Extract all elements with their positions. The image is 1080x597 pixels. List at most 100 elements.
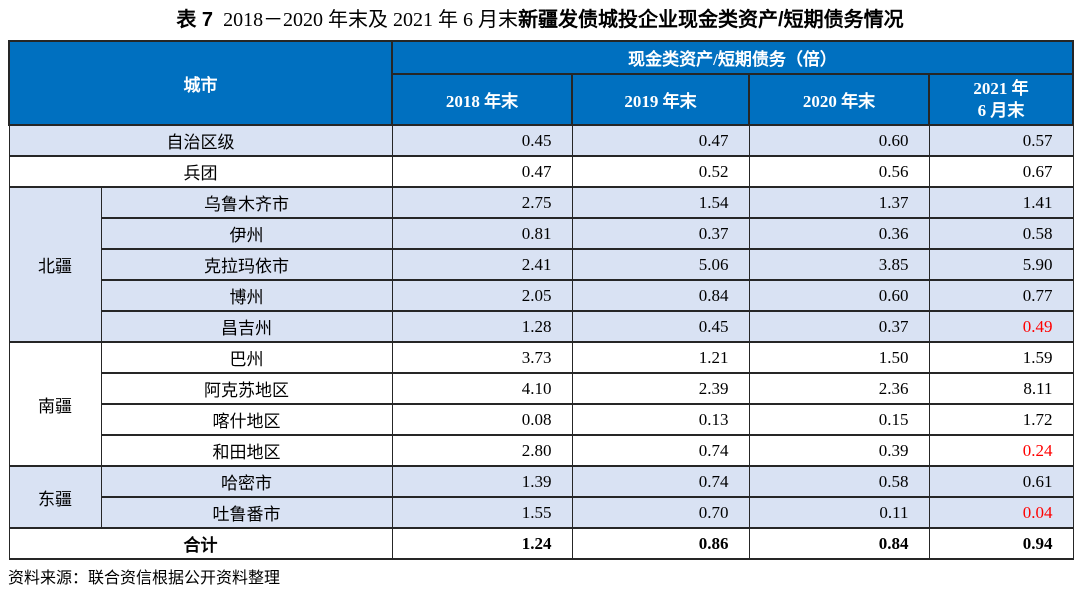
value-cell: 0.11: [748, 496, 930, 529]
data-table-container: 城市 现金类资产/短期债务（倍） 2018 年末 2019 年末 2020 年末…: [8, 40, 1075, 560]
table-header: 城市 现金类资产/短期债务（倍） 2018 年末 2019 年末 2020 年末…: [8, 40, 1075, 126]
table-row: 克拉玛依市 2.41 5.06 3.85 5.90: [9, 248, 1074, 281]
table-row: 博州 2.05 0.84 0.60 0.77: [9, 279, 1074, 312]
value-cell: 0.37: [571, 217, 750, 250]
value-cell: 1.21: [571, 341, 750, 374]
value-cell: 0.74: [571, 434, 750, 467]
value-cell: 0.60: [748, 124, 930, 157]
value-cell: 5.90: [928, 248, 1074, 281]
table-row: 北疆 乌鲁木齐市 2.75 1.54 1.37 1.41: [8, 186, 1074, 343]
value-cell: 0.47: [571, 124, 750, 157]
value-cell: 0.61: [928, 465, 1074, 498]
value-cell: 1.59: [928, 341, 1074, 374]
cash-to-short-debt-table: 城市 现金类资产/短期债务（倍） 2018 年末 2019 年末 2020 年末…: [8, 40, 1075, 560]
value-cell: 1.28: [391, 310, 573, 343]
value-cell: 5.06: [571, 248, 750, 281]
value-cell: 2.05: [391, 279, 573, 312]
header-metric: 现金类资产/短期债务（倍）: [390, 40, 1075, 75]
header-period-2021h1: 2021 年 6 月末: [927, 73, 1075, 126]
value-cell: 0.08: [391, 403, 573, 436]
value-cell-alert: 0.24: [928, 434, 1074, 467]
header-period-2019: 2019 年末: [571, 73, 750, 126]
value-cell: 0.37: [748, 310, 930, 343]
value-cell: 0.74: [571, 465, 750, 498]
value-cell-alert: 0.04: [928, 496, 1074, 529]
region-group-cell: 北疆: [8, 186, 102, 343]
table-title-subject: 新疆发债城投企业现金类资产/短期债务情况: [518, 9, 904, 31]
value-cell: 0.52: [571, 155, 750, 188]
value-cell: 0.36: [748, 217, 930, 250]
value-cell: 0.77: [928, 279, 1074, 312]
table-row: 南疆 巴州 3.73 1.21 1.50 1.59: [8, 341, 1074, 467]
header-city: 城市: [8, 40, 393, 126]
value-cell: 0.67: [928, 155, 1074, 188]
table-row: 和田地区 2.80 0.74 0.39 0.24: [9, 434, 1074, 467]
city-cell: 哈密市: [100, 465, 393, 498]
table-title: 表 7 2018－2020 年末及 2021 年 6 月末新疆发债城投企业现金类资…: [0, 7, 1080, 33]
table-title-number: 表 7: [176, 9, 214, 31]
value-cell: 0.58: [748, 465, 930, 498]
region-group-cell: 南疆: [8, 341, 102, 467]
table-row: 阿克苏地区 4.10 2.39 2.36 8.11: [9, 372, 1074, 405]
value-cell: 2.39: [571, 372, 750, 405]
value-cell: 0.13: [571, 403, 750, 436]
value-cell: 1.41: [928, 186, 1074, 219]
city-cell: 兵团: [8, 155, 393, 188]
city-cell: 伊州: [100, 217, 393, 250]
value-cell-alert: 0.49: [928, 310, 1074, 343]
value-cell: 0.15: [748, 403, 930, 436]
value-cell: 3.73: [391, 341, 573, 374]
table-row: 吐鲁番市 1.55 0.70 0.11 0.04: [9, 496, 1074, 529]
table-body: 自治区级 0.45 0.47 0.60 0.57 兵团 0.47 0.52 0.…: [8, 124, 1074, 560]
city-cell: 乌鲁木齐市: [100, 186, 393, 219]
city-cell: 喀什地区: [100, 403, 393, 436]
value-cell: 0.84: [571, 279, 750, 312]
value-cell: 0.45: [571, 310, 750, 343]
value-cell: 1.37: [748, 186, 930, 219]
city-cell: 巴州: [100, 341, 393, 374]
value-cell: 3.85: [748, 248, 930, 281]
value-cell: 1.55: [391, 496, 573, 529]
value-cell: 1.50: [748, 341, 930, 374]
source-note: 资料来源：联合资信根据公开资料整理: [8, 570, 281, 587]
total-value-cell: 0.86: [571, 527, 750, 560]
total-label-cell: 合计: [8, 527, 393, 560]
table-row: 兵团 0.47 0.52 0.56 0.67: [8, 155, 1074, 188]
value-cell: 0.39: [748, 434, 930, 467]
value-cell: 2.41: [391, 248, 573, 281]
city-cell: 博州: [100, 279, 393, 312]
table-title-period: 2018－2020 年末及 2021 年 6 月末: [223, 9, 519, 31]
value-cell: 2.36: [748, 372, 930, 405]
value-cell: 2.75: [391, 186, 573, 219]
value-cell: 1.39: [391, 465, 573, 498]
value-cell: 0.60: [748, 279, 930, 312]
value-cell: 2.80: [391, 434, 573, 467]
table-row: 昌吉州 1.28 0.45 0.37 0.49: [9, 310, 1074, 343]
total-value-cell: 0.84: [748, 527, 930, 560]
value-cell: 1.72: [928, 403, 1074, 436]
value-cell: 4.10: [391, 372, 573, 405]
table-row: 伊州 0.81 0.37 0.36 0.58: [9, 217, 1074, 250]
city-cell: 阿克苏地区: [100, 372, 393, 405]
value-cell: 0.58: [928, 217, 1074, 250]
value-cell: 0.70: [571, 496, 750, 529]
total-value-cell: 0.94: [928, 527, 1074, 560]
header-period-2020: 2020 年末: [748, 73, 930, 126]
header-row-2: 2018 年末 2019 年末 2020 年末 2021 年 6 月末: [9, 73, 1075, 126]
header-period-2018: 2018 年末: [391, 73, 573, 126]
value-cell: 0.47: [391, 155, 573, 188]
value-cell: 0.81: [391, 217, 573, 250]
total-value-cell: 1.24: [391, 527, 573, 560]
value-cell: 0.57: [928, 124, 1074, 157]
value-cell: 8.11: [928, 372, 1074, 405]
city-cell: 克拉玛依市: [100, 248, 393, 281]
city-cell: 和田地区: [100, 434, 393, 467]
total-row: 合计 1.24 0.86 0.84 0.94: [8, 527, 1074, 560]
city-cell: 昌吉州: [100, 310, 393, 343]
city-cell: 吐鲁番市: [100, 496, 393, 529]
table-row: 自治区级 0.45 0.47 0.60 0.57: [8, 124, 1074, 157]
table-row: 东疆 哈密市 1.39 0.74 0.58 0.61: [8, 465, 1074, 529]
table-row: 喀什地区 0.08 0.13 0.15 1.72: [9, 403, 1074, 436]
header-row-1: 城市 现金类资产/短期债务（倍）: [8, 40, 1075, 126]
value-cell: 0.45: [391, 124, 573, 157]
